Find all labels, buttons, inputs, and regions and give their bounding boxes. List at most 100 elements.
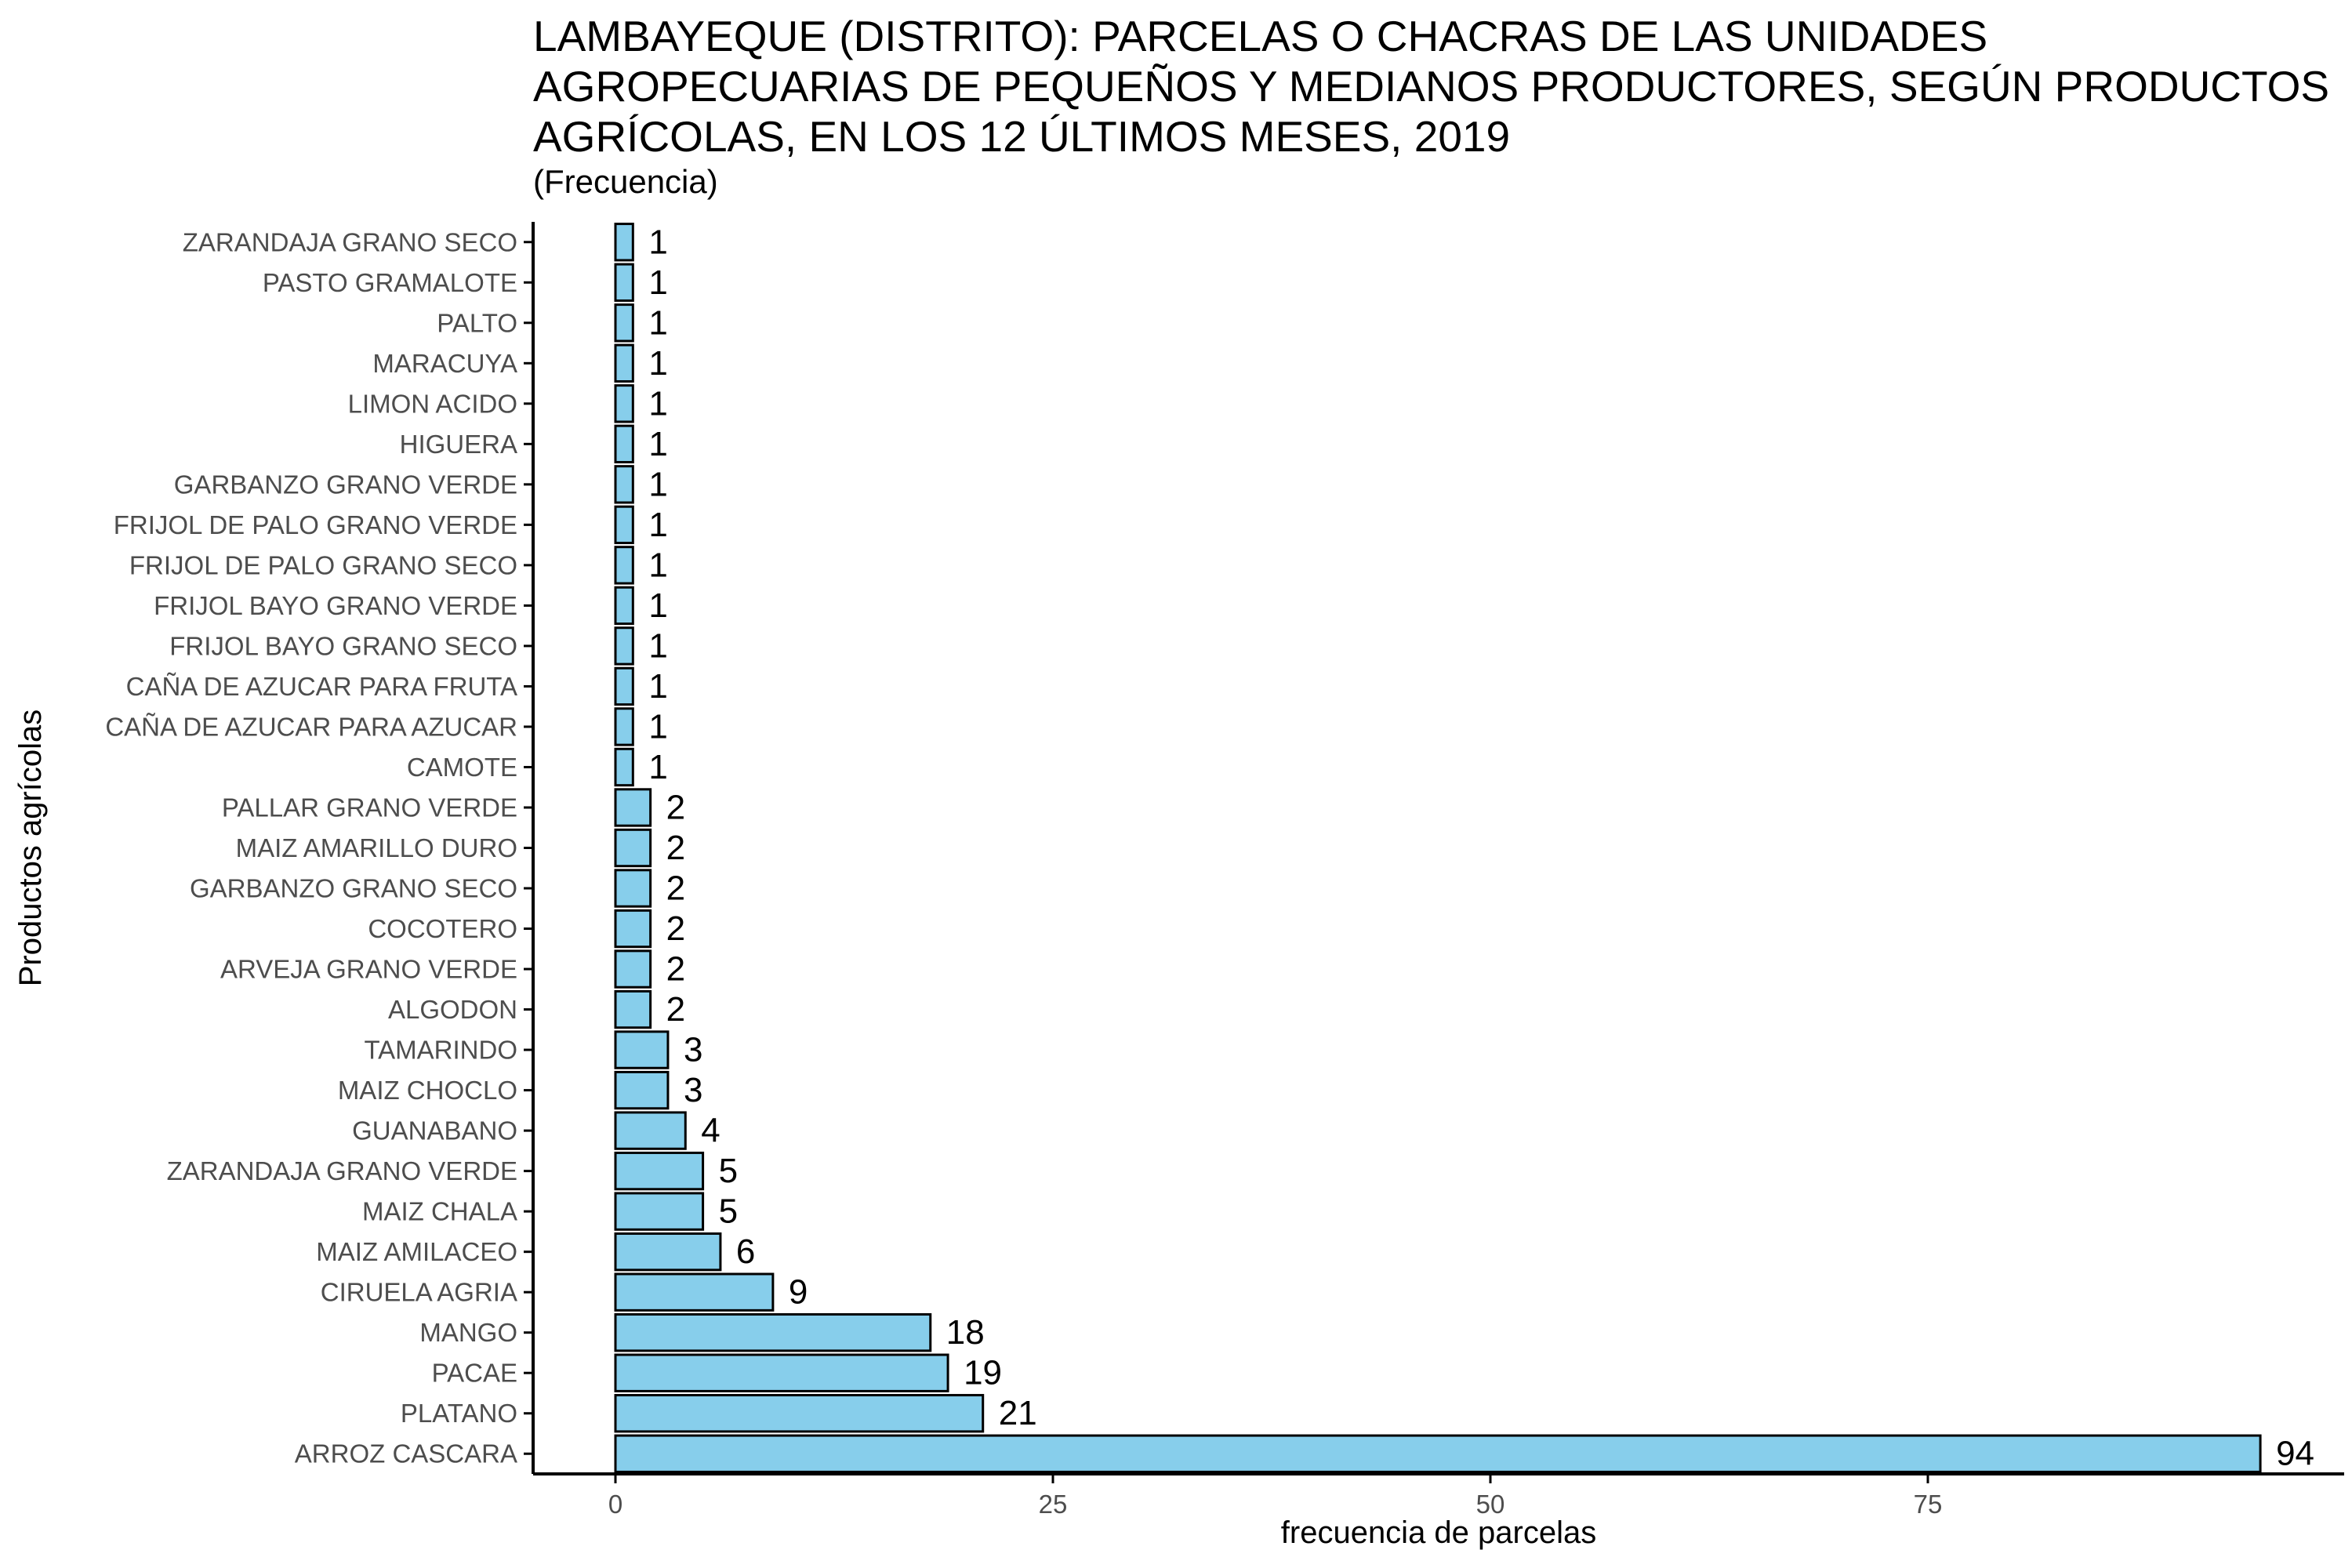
y-tick-label: PASTO GRAMALOTE xyxy=(263,268,517,297)
y-tick-label: PALLAR GRANO VERDE xyxy=(222,793,517,822)
bar xyxy=(614,1070,670,1110)
bar-value-label: 19 xyxy=(964,1354,1002,1392)
bar xyxy=(614,1394,985,1433)
bar xyxy=(614,1272,775,1312)
bar xyxy=(614,223,634,262)
y-tick-label: CAÑA DE AZUCAR PARA AZUCAR xyxy=(105,712,517,741)
bar-value-label: 18 xyxy=(946,1313,985,1352)
bar xyxy=(614,626,634,666)
bar xyxy=(614,1313,932,1352)
bar xyxy=(614,707,634,746)
bar-value-label: 1 xyxy=(648,667,667,706)
x-ticks: 0 25 50 75 xyxy=(608,1474,1943,1519)
bar xyxy=(614,303,634,343)
x-tick-label: 50 xyxy=(1476,1490,1505,1519)
y-tick-label: FRIJOL BAYO GRANO SECO xyxy=(169,631,517,660)
bar-value-label: 3 xyxy=(684,1031,702,1069)
y-tick-label: CIRUELA AGRIA xyxy=(321,1278,517,1307)
bar-value-label: 5 xyxy=(719,1192,738,1231)
y-tick-label: HIGUERA xyxy=(400,430,517,459)
bar-value-label: 4 xyxy=(701,1112,720,1150)
bar xyxy=(614,828,652,868)
bar-value-label: 21 xyxy=(999,1394,1037,1432)
y-tick-label: MAIZ CHALA xyxy=(362,1197,517,1226)
bar-value-label: 2 xyxy=(666,950,685,989)
bar xyxy=(614,869,652,908)
x-tick-label: 25 xyxy=(1039,1490,1068,1519)
y-tick-label: ARVEJA GRANO VERDE xyxy=(220,955,517,984)
bar xyxy=(614,424,634,464)
bar-value-label: 2 xyxy=(666,990,685,1029)
y-tick-label: FRIJOL DE PALO GRANO SECO xyxy=(129,550,517,579)
bar xyxy=(614,788,652,827)
bar-value-label: 1 xyxy=(648,223,667,261)
bar-value-label: 1 xyxy=(648,506,667,544)
bar-value-label: 5 xyxy=(719,1152,738,1190)
y-tick-label: MAIZ AMARILLO DURO xyxy=(236,833,517,862)
y-tick-label: MAIZ AMILACEO xyxy=(316,1237,517,1266)
bar-value-label: 1 xyxy=(648,626,667,665)
y-tick-label: MAIZ CHOCLO xyxy=(338,1076,517,1105)
y-tick-label: MARACUYA xyxy=(372,349,517,378)
y-tick-label: PALTO xyxy=(437,308,517,337)
bar-value-label: 2 xyxy=(666,788,685,826)
bar-value-label: 1 xyxy=(648,344,667,383)
y-tick-label: GARBANZO GRANO SECO xyxy=(190,874,517,903)
bar-value-label: 2 xyxy=(666,909,685,948)
bar xyxy=(614,989,652,1029)
bar xyxy=(614,263,634,302)
bar-value-label: 2 xyxy=(666,829,685,867)
y-tick-label: ZARANDAJA GRANO VERDE xyxy=(167,1156,517,1185)
bar xyxy=(614,546,634,585)
y-tick-label: TAMARINDO xyxy=(364,1036,517,1065)
bar xyxy=(614,1232,722,1272)
bar xyxy=(614,1353,949,1392)
bar-value-label: 1 xyxy=(648,465,667,503)
bar-value-label: 1 xyxy=(648,425,667,463)
bar-value-label: 1 xyxy=(648,546,667,584)
bar-value-label: 3 xyxy=(684,1071,702,1109)
y-tick-label: MANGO xyxy=(419,1318,517,1347)
bar-value-label: 1 xyxy=(648,707,667,746)
y-tick-label: GUANABANO xyxy=(352,1116,517,1145)
y-tick-label: PACAE xyxy=(432,1359,517,1388)
y-tick-label: CAÑA DE AZUCAR PARA FRUTA xyxy=(126,672,517,701)
bar xyxy=(614,949,652,989)
x-tick-label: 75 xyxy=(1914,1490,1943,1519)
bar-value-label: 1 xyxy=(648,263,667,302)
bar xyxy=(614,747,634,787)
bar-value-label: 6 xyxy=(736,1232,755,1271)
y-axis-title: Productos agrícolas xyxy=(13,710,48,987)
bar-value-label: 94 xyxy=(2276,1435,2314,1473)
x-axis-title: frecuencia de parcelas xyxy=(1281,1515,1596,1550)
bar xyxy=(614,909,652,949)
y-tick-label: FRIJOL BAYO GRANO VERDE xyxy=(154,591,517,620)
y-tick-label: ARROZ CASCARA xyxy=(295,1439,517,1468)
chart-subtitle: (Frecuencia) xyxy=(533,163,718,200)
bar-value-label: 1 xyxy=(648,586,667,625)
y-tick-label: ZARANDAJA GRANO SECO xyxy=(183,227,517,256)
bar xyxy=(614,1111,687,1150)
y-tick-label: ALGODON xyxy=(388,995,517,1024)
y-tick-label: COCOTERO xyxy=(368,914,517,943)
bar xyxy=(614,343,634,383)
chart-title: LAMBAYEQUE (DISTRITO): PARCELAS O CHACRA… xyxy=(533,12,2330,161)
bar xyxy=(614,586,634,626)
bar xyxy=(614,505,634,545)
bar-value-label: 2 xyxy=(666,869,685,908)
y-tick-label: PLATANO xyxy=(401,1399,517,1428)
y-tick-labels: ARROZ CASCARA PLATANO PACAE MANGO CIRUELA AG… xyxy=(105,227,533,1468)
y-tick-label: GARBANZO GRANO VERDE xyxy=(174,470,517,499)
bar xyxy=(614,465,634,504)
bar-value-label: 1 xyxy=(648,748,667,786)
y-tick-label: FRIJOL DE PALO GRANO VERDE xyxy=(114,510,517,539)
bar xyxy=(614,384,634,423)
bar xyxy=(614,1192,705,1231)
bar xyxy=(614,1434,2262,1473)
bar xyxy=(614,1151,705,1191)
y-tick-label: LIMON ACIDO xyxy=(348,389,517,418)
bar-value-label: 1 xyxy=(648,384,667,423)
bar-value-label: 1 xyxy=(648,303,667,342)
